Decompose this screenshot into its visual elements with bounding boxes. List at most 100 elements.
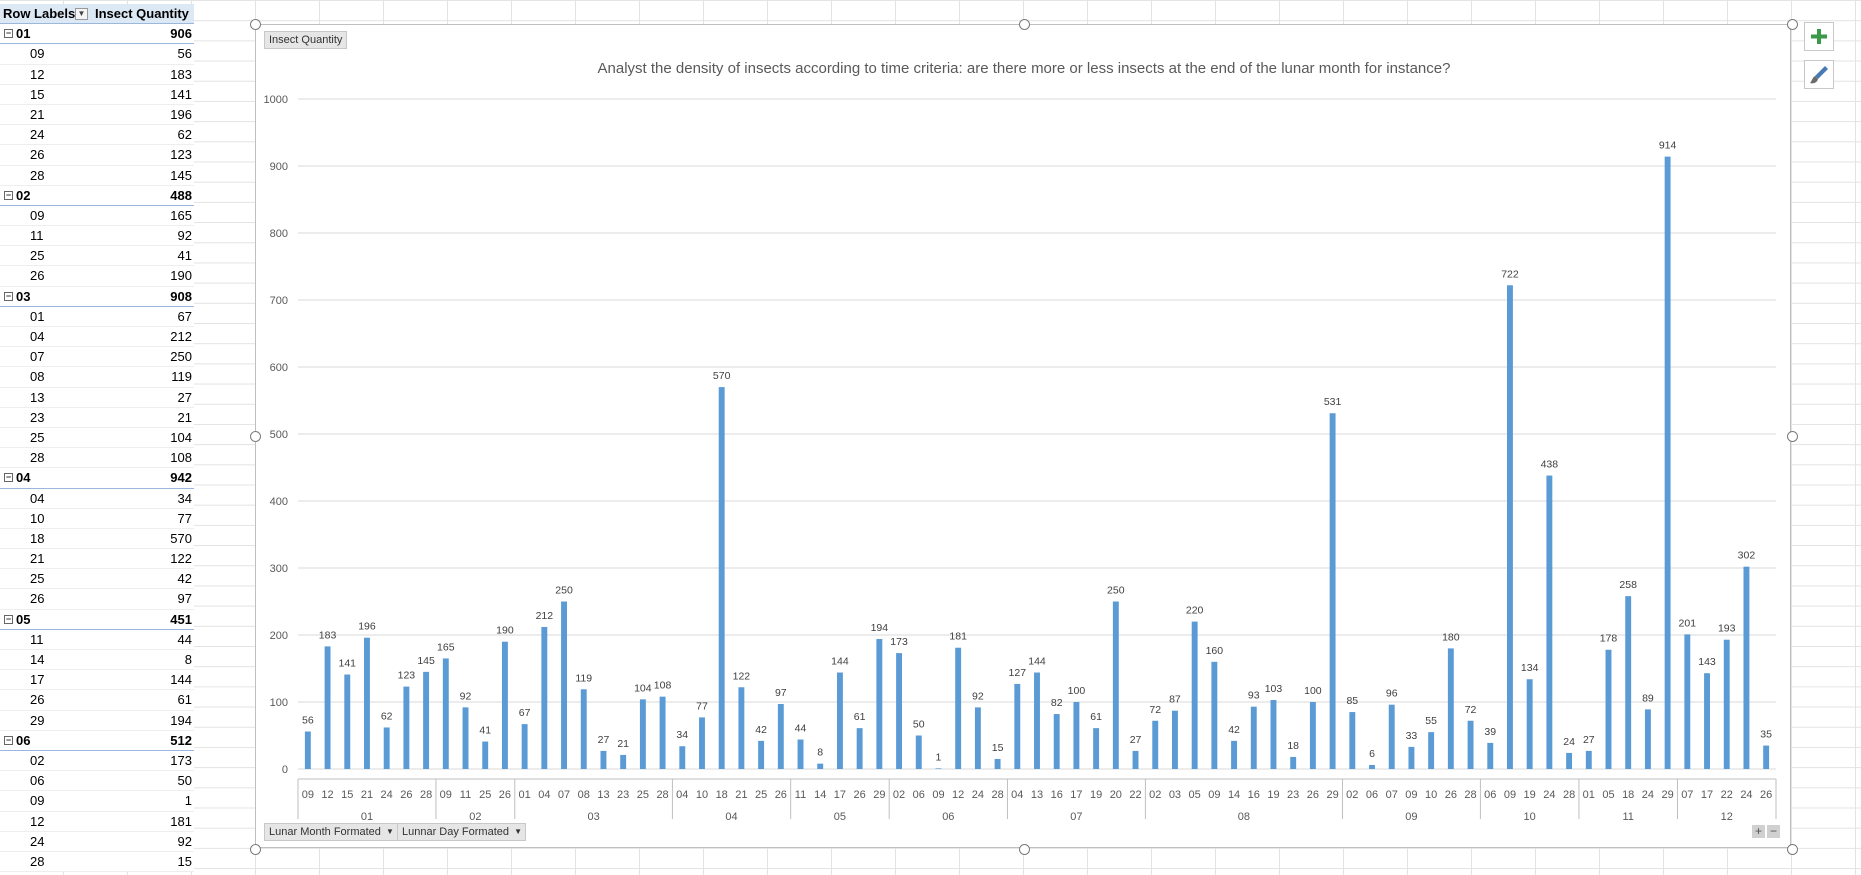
- pivot-day-row[interactable]: 15 141: [0, 85, 194, 105]
- x-tick-day-label: 07: [1386, 789, 1398, 801]
- pivot-month-row[interactable]: −05 451: [0, 610, 194, 630]
- row-label: 26: [30, 692, 45, 708]
- data-label: 194: [871, 622, 889, 634]
- chart-elements-button[interactable]: [1804, 22, 1834, 51]
- data-label: 143: [1698, 656, 1716, 668]
- collapse-icon[interactable]: −: [4, 28, 13, 39]
- x-tick-day-label: 10: [696, 789, 708, 801]
- row-value: 570: [170, 530, 192, 546]
- pivot-day-row[interactable]: 13 27: [0, 388, 194, 408]
- pivot-day-row[interactable]: 11 92: [0, 226, 194, 247]
- pivot-day-row[interactable]: 29 194: [0, 711, 194, 731]
- resize-handle[interactable]: [250, 431, 261, 442]
- pivot-month-row[interactable]: −02 488: [0, 186, 194, 206]
- pivot-day-row[interactable]: 12 183: [0, 65, 194, 85]
- data-label: 42: [1228, 724, 1240, 736]
- chart-styles-button[interactable]: [1804, 60, 1834, 89]
- pivot-day-row[interactable]: 21 122: [0, 549, 194, 570]
- pivot-day-row[interactable]: 23 21: [0, 408, 194, 428]
- collapse-icon[interactable]: −: [4, 472, 13, 483]
- pivot-day-row[interactable]: 08 119: [0, 367, 194, 388]
- pivot-month-row[interactable]: −01 906: [0, 24, 194, 45]
- x-tick-day-label: 09: [1208, 789, 1220, 801]
- data-label: 220: [1186, 605, 1204, 617]
- expand-field-icon[interactable]: +: [1752, 825, 1765, 838]
- pivot-day-row[interactable]: 25 41: [0, 246, 194, 267]
- pivot-day-row[interactable]: 17 144: [0, 670, 194, 691]
- data-label: 34: [676, 729, 688, 741]
- pivot-day-row[interactable]: 09 56: [0, 44, 194, 65]
- pivot-day-row[interactable]: 07 250: [0, 347, 194, 368]
- bar: [1723, 639, 1730, 769]
- pivot-month-row[interactable]: −06 512: [0, 731, 194, 751]
- collapse-icon[interactable]: −: [4, 734, 13, 745]
- pivot-day-row[interactable]: 09 165: [0, 206, 194, 227]
- pivot-chart[interactable]: Analyst the density of insects according…: [255, 24, 1791, 848]
- pivot-day-row[interactable]: 14 8: [0, 650, 194, 671]
- collapse-icon[interactable]: −: [4, 290, 13, 301]
- pivot-day-row[interactable]: 04 212: [0, 327, 194, 348]
- resize-handle[interactable]: [1019, 19, 1030, 30]
- pivot-day-row[interactable]: 24 92: [0, 832, 194, 852]
- data-label: 87: [1169, 694, 1181, 706]
- pivot-day-row[interactable]: 21 196: [0, 105, 194, 126]
- pivot-day-row[interactable]: 11 44: [0, 630, 194, 650]
- pivot-day-row[interactable]: 04 34: [0, 489, 194, 509]
- resize-handle[interactable]: [1787, 19, 1798, 30]
- bar: [1132, 750, 1139, 769]
- data-label: 212: [536, 610, 554, 622]
- pivot-day-row[interactable]: 26 190: [0, 266, 194, 287]
- pivot-day-row[interactable]: 10 77: [0, 509, 194, 529]
- x-tick-day-label: 12: [321, 789, 333, 801]
- y-tick-label: 900: [270, 161, 288, 173]
- y-tick-label: 400: [270, 496, 288, 508]
- filter-dropdown-icon[interactable]: ▼: [75, 8, 88, 20]
- resize-handle[interactable]: [1019, 844, 1030, 855]
- resize-handle[interactable]: [250, 844, 261, 855]
- row-value: 906: [170, 26, 192, 42]
- pivot-day-row[interactable]: 25 104: [0, 428, 194, 449]
- pivot-day-row[interactable]: 28 145: [0, 166, 194, 186]
- bar: [817, 763, 824, 769]
- pivot-day-row[interactable]: 25 42: [0, 569, 194, 590]
- pivot-day-row[interactable]: 28 108: [0, 448, 194, 469]
- collapse-icon[interactable]: −: [4, 189, 13, 200]
- pivot-day-row[interactable]: 18 570: [0, 529, 194, 550]
- data-label: 27: [1583, 734, 1595, 746]
- pivot-day-row[interactable]: 12 181: [0, 812, 194, 832]
- pivot-day-row[interactable]: 09 1: [0, 791, 194, 812]
- collapse-icon[interactable]: −: [4, 613, 13, 624]
- x-tick-day-label: 26: [1307, 789, 1319, 801]
- row-label: 25: [30, 248, 45, 264]
- x-tick-day-label: 07: [1681, 789, 1693, 801]
- resize-handle[interactable]: [250, 19, 261, 30]
- pivot-table: Row Labels ▼ Insect Quantity −01 906 09 56 1…: [0, 4, 194, 873]
- pivot-month-row[interactable]: −04 942: [0, 468, 194, 489]
- pivot-month-row[interactable]: −03 908: [0, 287, 194, 307]
- pivot-day-row[interactable]: 01 67: [0, 307, 194, 327]
- pivot-day-row[interactable]: 26 97: [0, 589, 194, 610]
- resize-handle[interactable]: [1787, 844, 1798, 855]
- lunar-day-field-button[interactable]: Lunnar Day Formated ▼: [397, 823, 526, 841]
- bar: [1526, 679, 1533, 769]
- collapse-field-icon[interactable]: −: [1767, 825, 1780, 838]
- data-label: 722: [1501, 268, 1519, 280]
- x-tick-day-label: 17: [834, 789, 846, 801]
- pivot-day-row[interactable]: 26 61: [0, 690, 194, 711]
- row-value: 144: [170, 672, 192, 688]
- pivot-day-row[interactable]: 24 62: [0, 125, 194, 146]
- lunar-month-field-button[interactable]: Lunar Month Formated ▼: [264, 823, 398, 841]
- x-tick-day-label: 07: [558, 789, 570, 801]
- pivot-day-row[interactable]: 06 50: [0, 771, 194, 792]
- data-label: 62: [381, 710, 393, 722]
- resize-handle[interactable]: [1787, 431, 1798, 442]
- row-label: 02: [16, 187, 31, 203]
- data-label: 119: [575, 672, 592, 684]
- pivot-day-row[interactable]: 26 123: [0, 145, 194, 166]
- bar: [442, 658, 449, 769]
- pivot-day-row[interactable]: 02 173: [0, 751, 194, 772]
- pivot-day-row[interactable]: 28 15: [0, 852, 194, 873]
- value-field-tag[interactable]: Insect Quantity: [264, 31, 348, 49]
- x-tick-day-label: 18: [1622, 789, 1634, 801]
- x-tick-day-label: 06: [913, 789, 925, 801]
